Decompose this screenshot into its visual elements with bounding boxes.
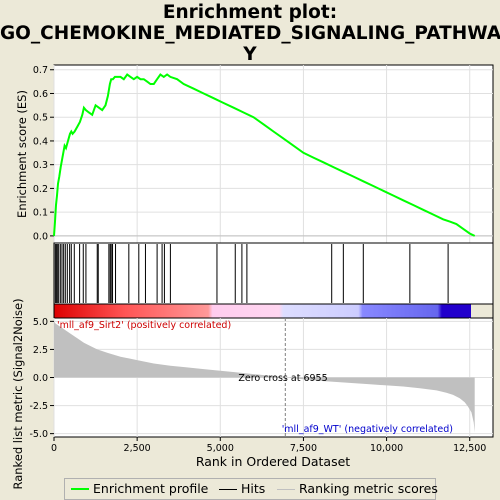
es-tick-label: 0.1 xyxy=(33,208,48,219)
legend-enrichment-swatch xyxy=(71,488,89,490)
es-tick-label: 0.6 xyxy=(33,89,48,100)
positive-label: 'mll_af9_Sirt2' (positively correlated) xyxy=(57,320,231,331)
es-tick-label: 0.2 xyxy=(33,184,48,195)
metric-tick-label: -5.0 xyxy=(29,429,48,440)
x-tick-label: 10,000 xyxy=(370,443,403,454)
metric-tick-label: 2.5 xyxy=(33,345,48,356)
metric-tick-label: 5.0 xyxy=(33,317,48,328)
x-tick-label: 7,500 xyxy=(290,443,317,454)
legend-metric-label: Ranking metric scores xyxy=(299,481,438,496)
es-plot-area xyxy=(53,64,494,244)
legend-metric-swatch xyxy=(277,489,295,490)
hit-markers xyxy=(54,244,449,303)
page-title: Enrichment plot: GO_CHEMOKINE_MEDIATED_S… xyxy=(0,2,500,65)
legend-hits-label: Hits xyxy=(241,481,266,496)
title-line-2: GO_CHEMOKINE_MEDIATED_SIGNALING_PATHWA xyxy=(0,23,500,44)
negative-label: 'mll_af9_WT' (negatively correlated) xyxy=(282,424,453,435)
x-tick-label: 5,000 xyxy=(207,443,234,454)
es-y-axis-label: Enrichment score (ES) xyxy=(15,90,29,218)
metric-tick-label: 0.0 xyxy=(33,373,48,384)
zero-cross-label: Zero cross at 6955 xyxy=(238,373,327,384)
rank-color-bar xyxy=(54,304,471,318)
es-tick-label: 0.0 xyxy=(33,231,48,242)
es-grid xyxy=(53,65,493,243)
metric-y-axis-label: Ranked list metric (Signal2Noise) xyxy=(11,298,25,489)
hits-panel xyxy=(53,242,494,305)
es-profile-line xyxy=(53,73,476,237)
metric-area-group xyxy=(54,321,475,433)
x-tick-label: 12,500 xyxy=(453,443,486,454)
metric-y-ticks: -5.0 -2.5 0.0 2.5 5.0 xyxy=(29,317,54,440)
x-tick-label: 0 xyxy=(51,443,57,454)
es-line-group xyxy=(53,73,476,237)
title-line-3: Y xyxy=(243,44,257,65)
legend-enrichment-label: Enrichment profile xyxy=(93,481,209,496)
x-tick-label: 2,500 xyxy=(124,443,151,454)
x-ticks: 0 2,500 5,000 7,500 10,000 12,500 xyxy=(51,437,486,454)
es-tick-label: 0.3 xyxy=(33,160,48,171)
legend-hits-swatch xyxy=(219,489,237,490)
es-tick-label: 0.4 xyxy=(33,136,48,147)
es-y-ticks: 0.0 0.1 0.2 0.3 0.4 0.5 0.6 0.7 xyxy=(33,65,54,242)
metric-area xyxy=(54,321,475,433)
es-tick-label: 0.7 xyxy=(33,65,48,76)
chart-legend: Enrichment profile Hits Ranking metric s… xyxy=(64,478,438,500)
es-tick-label: 0.5 xyxy=(33,113,48,124)
x-axis-label: Rank in Ordered Dataset xyxy=(196,454,350,469)
metric-tick-label: -2.5 xyxy=(29,401,48,412)
title-line-1: Enrichment plot: xyxy=(162,2,338,23)
